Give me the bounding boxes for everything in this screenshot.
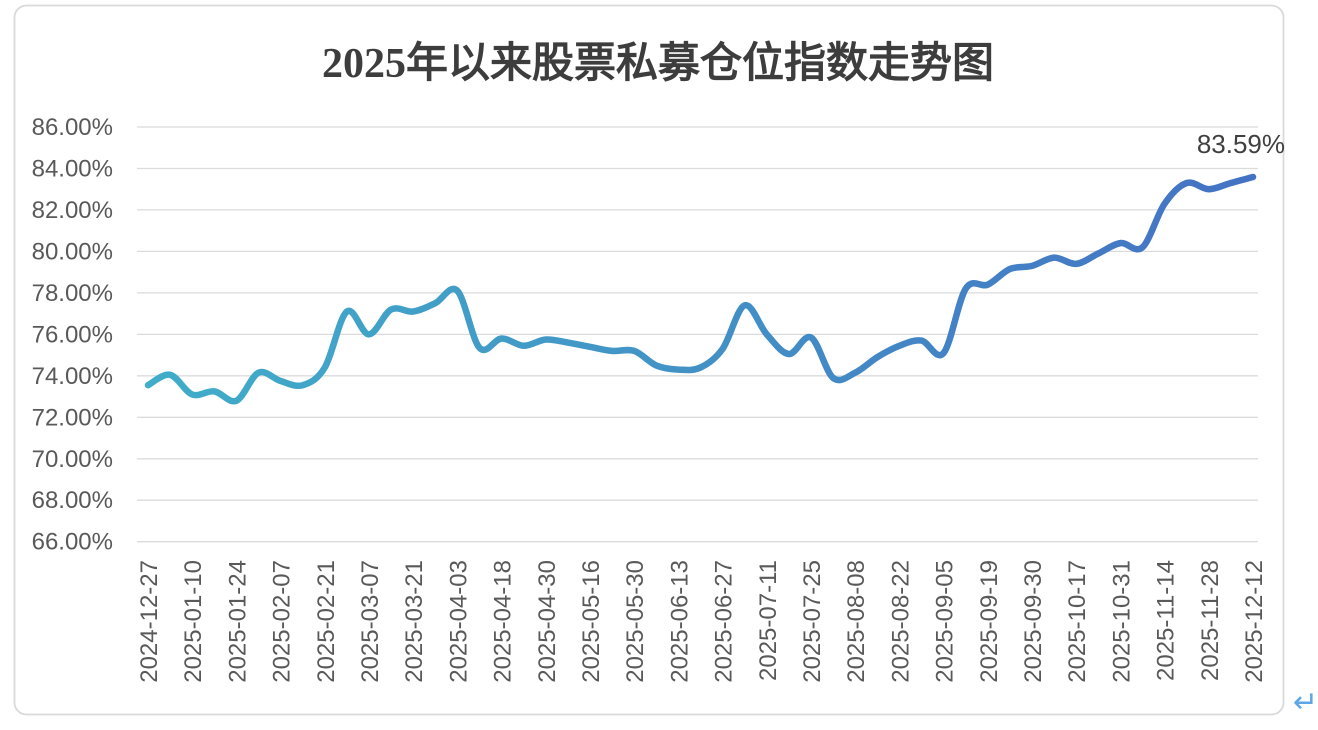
position-index-line <box>144 173 1257 405</box>
y-tick-label: 72.00% <box>32 404 113 431</box>
x-tick-label: 2025-04-30 <box>534 560 561 683</box>
x-tick-label: 2024-12-27 <box>136 560 163 683</box>
x-tick-label: 2025-11-28 <box>1197 560 1224 681</box>
x-tick-label: 2025-05-30 <box>622 560 649 683</box>
x-tick-label: 2025-07-25 <box>799 560 826 683</box>
y-tick-label: 82.00% <box>32 197 113 224</box>
x-tick-label: 2025-01-24 <box>224 560 251 683</box>
x-tick-label: 2025-05-16 <box>578 560 605 683</box>
x-tick-label: 2025-09-19 <box>976 560 1003 683</box>
chart-title: 2025年以来股票私募仓位指数走势图 <box>322 40 994 87</box>
x-tick-label: 2025-06-13 <box>666 560 693 683</box>
x-tick-label: 2025-03-21 <box>401 560 428 683</box>
x-tick-label: 2025-06-27 <box>711 560 738 683</box>
y-tick-label: 84.00% <box>32 156 113 183</box>
y-tick-label: 70.00% <box>32 446 113 473</box>
y-tick-label: 80.00% <box>32 238 113 265</box>
x-tick-label: 2025-04-18 <box>490 560 517 683</box>
x-tick-label: 2025-02-07 <box>269 560 296 683</box>
y-tick-label: 86.00% <box>32 114 113 141</box>
y-tick-label: 78.00% <box>32 280 113 307</box>
x-tick-label: 2025-08-08 <box>843 560 870 683</box>
x-tick-label: 2025-04-03 <box>445 560 472 683</box>
x-tick-label: 2025-10-31 <box>1108 560 1135 683</box>
x-axis-labels: 2024-12-27 2025-01-10 2025-01-24 2025-02-07… <box>136 560 1268 683</box>
y-tick-label: 74.00% <box>32 363 113 390</box>
x-tick-label: 2025-01-10 <box>180 560 207 683</box>
x-tick-label: 2025-12-12 <box>1241 560 1268 683</box>
x-tick-label: 2025-10-17 <box>1064 560 1091 683</box>
x-tick-label: 2025-09-05 <box>932 560 959 683</box>
x-tick-label: 2025-11-14 <box>1153 560 1180 681</box>
gridlines <box>137 126 1258 543</box>
x-tick-label: 2025-08-22 <box>887 560 914 683</box>
x-tick-label: 2025-02-21 <box>313 560 340 683</box>
y-tick-label: 76.00% <box>32 321 113 348</box>
last-value-data-label: 83.59% <box>1197 129 1285 159</box>
paragraph-return-icon: ↵ <box>1293 685 1318 720</box>
y-axis-labels: 86.00% 84.00% 82.00% 80.00% 78.00% 76.00% 74.0… <box>32 114 113 556</box>
x-tick-label: 2025-03-07 <box>357 560 384 683</box>
x-tick-label: 2025-09-30 <box>1020 560 1047 683</box>
x-tick-label: 2025-07-11 <box>755 560 782 681</box>
y-tick-label: 66.00% <box>32 529 113 556</box>
y-tick-label: 68.00% <box>32 487 113 514</box>
